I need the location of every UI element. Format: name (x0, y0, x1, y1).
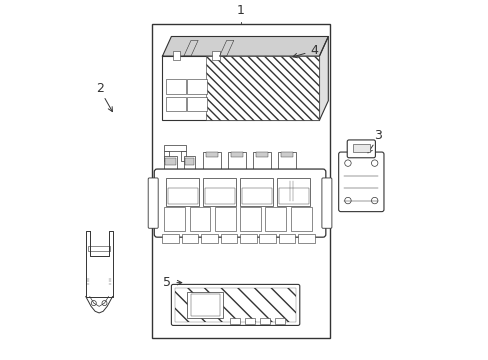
Bar (162, 56, 319, 120)
Bar (167, 188, 197, 204)
Bar (187, 97, 206, 111)
Bar (278, 188, 308, 204)
Bar (214, 207, 235, 231)
Bar (206, 56, 319, 120)
Bar (352, 144, 369, 152)
Bar (298, 234, 314, 243)
Bar (164, 156, 176, 177)
Bar (159, 174, 321, 233)
Text: 4: 4 (292, 44, 318, 58)
Bar (277, 178, 310, 206)
Bar (287, 181, 295, 201)
Bar (256, 152, 268, 157)
Bar (240, 207, 261, 231)
Bar (231, 152, 243, 157)
Bar (189, 207, 210, 231)
Bar (204, 188, 234, 204)
Bar (228, 152, 246, 170)
Bar (164, 150, 168, 161)
FancyBboxPatch shape (321, 178, 331, 228)
FancyBboxPatch shape (154, 169, 325, 237)
Bar (208, 184, 222, 197)
Bar (182, 234, 198, 243)
Bar (175, 288, 296, 322)
Bar (189, 185, 199, 195)
Bar (242, 188, 271, 204)
Bar (203, 178, 236, 206)
FancyBboxPatch shape (338, 152, 383, 212)
Text: 3: 3 (373, 129, 382, 142)
Bar (173, 51, 180, 60)
Bar (187, 184, 201, 197)
Bar (166, 178, 199, 206)
Bar (191, 294, 219, 316)
FancyBboxPatch shape (148, 178, 158, 228)
Bar (230, 318, 240, 324)
Bar (240, 178, 273, 206)
Polygon shape (162, 36, 327, 56)
Text: 1: 1 (237, 4, 244, 17)
Polygon shape (319, 36, 327, 120)
Bar (164, 145, 185, 150)
Bar (187, 79, 206, 94)
Bar (212, 51, 219, 60)
FancyBboxPatch shape (171, 284, 299, 325)
Bar (183, 156, 195, 174)
Bar (187, 292, 223, 318)
Bar (210, 185, 220, 195)
Bar (181, 150, 185, 161)
FancyBboxPatch shape (346, 140, 375, 158)
Text: 5: 5 (163, 276, 182, 289)
Bar (206, 152, 218, 157)
Bar (260, 318, 270, 324)
Bar (162, 234, 179, 243)
Bar (253, 152, 271, 170)
Bar (220, 234, 237, 243)
Bar (167, 185, 178, 195)
Bar (203, 152, 221, 170)
Bar (166, 79, 185, 94)
Text: 2: 2 (96, 82, 104, 95)
Bar (240, 234, 256, 243)
Bar (259, 234, 275, 243)
Bar (201, 234, 217, 243)
Bar (166, 184, 179, 197)
Bar (166, 97, 185, 111)
Bar (184, 158, 194, 165)
Bar (88, 246, 110, 251)
Bar (278, 152, 296, 170)
Bar (275, 318, 285, 324)
Bar (278, 234, 295, 243)
Bar (244, 318, 255, 324)
Bar (151, 24, 329, 338)
Bar (165, 158, 175, 165)
Bar (281, 152, 293, 157)
Bar (265, 207, 285, 231)
Bar (290, 207, 311, 231)
Bar (164, 207, 185, 231)
